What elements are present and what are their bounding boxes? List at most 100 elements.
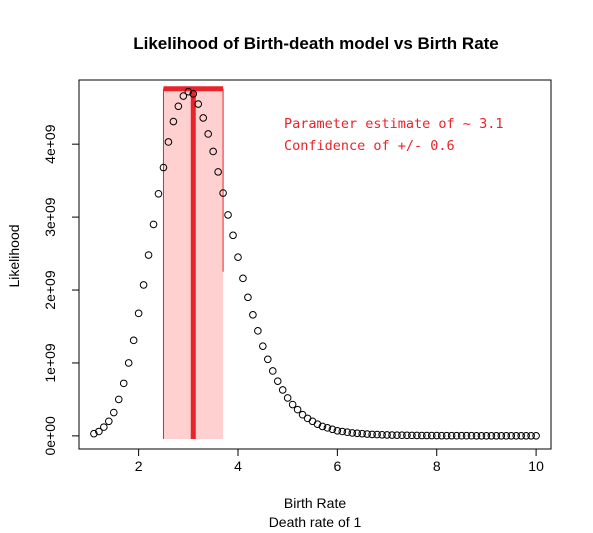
data-point xyxy=(383,431,391,439)
data-point xyxy=(214,168,222,176)
data-point xyxy=(298,410,307,419)
data-point xyxy=(189,90,198,98)
data-point xyxy=(229,231,237,240)
data-point xyxy=(507,432,516,440)
data-point xyxy=(393,431,401,439)
data-point xyxy=(388,431,396,439)
data-point xyxy=(482,432,491,440)
data-point xyxy=(418,431,426,440)
likelihood-points xyxy=(90,87,540,440)
data-point xyxy=(358,429,367,438)
data-point xyxy=(517,432,525,440)
data-point xyxy=(427,431,436,440)
confidence-annotation: Confidence of +/- 0.6 xyxy=(284,138,455,154)
y-axis-label: Likelihood xyxy=(6,224,22,287)
estimate-annotation: Parameter estimate of ~ 3.1 xyxy=(284,116,503,132)
data-point xyxy=(378,430,386,439)
y-tick-label: 4e+09 xyxy=(42,124,58,164)
x-axis-sublabel: Death rate of 1 xyxy=(269,514,362,530)
data-point xyxy=(119,379,128,388)
y-tick-label: 0e+00 xyxy=(42,416,58,456)
data-point xyxy=(442,431,451,440)
chart-title: Likelihood of Birth-death model vs Birth… xyxy=(133,34,499,53)
data-point xyxy=(109,408,118,417)
data-point xyxy=(174,102,183,111)
data-point xyxy=(259,342,267,350)
data-point xyxy=(522,432,530,440)
data-point xyxy=(527,432,535,440)
data-point xyxy=(333,426,342,435)
data-point xyxy=(129,336,138,345)
data-point xyxy=(209,147,217,156)
data-point xyxy=(467,431,476,440)
data-point xyxy=(224,211,232,219)
data-point xyxy=(234,253,242,262)
data-point xyxy=(134,309,143,318)
x-tick-label: 4 xyxy=(234,458,242,474)
data-point xyxy=(477,432,486,440)
x-tick-label: 6 xyxy=(333,458,341,474)
data-point xyxy=(164,138,173,146)
data-point xyxy=(283,394,292,402)
data-point xyxy=(422,431,431,440)
data-point xyxy=(308,417,317,426)
data-point xyxy=(447,431,456,440)
data-point xyxy=(154,189,163,198)
data-point xyxy=(457,431,466,440)
data-point xyxy=(318,422,327,431)
y-tick-label: 1e+09 xyxy=(42,343,58,383)
x-axis: 2 4 6 8 10 xyxy=(135,448,544,474)
data-point xyxy=(532,432,540,440)
data-point xyxy=(219,189,227,197)
data-point xyxy=(278,386,287,394)
x-tick-label: 8 xyxy=(433,458,441,474)
data-point xyxy=(288,400,297,409)
x-tick-label: 2 xyxy=(135,458,143,474)
data-point xyxy=(159,163,168,172)
confidence-band xyxy=(162,86,224,440)
data-point xyxy=(169,117,178,126)
data-point xyxy=(149,220,158,229)
data-point xyxy=(512,432,521,440)
x-tick-label: 10 xyxy=(528,458,544,474)
data-point xyxy=(373,430,381,439)
data-point xyxy=(328,425,337,434)
data-point xyxy=(413,431,421,440)
data-point xyxy=(244,293,252,302)
data-point xyxy=(184,87,193,96)
data-point xyxy=(363,430,371,438)
data-point xyxy=(199,114,208,122)
data-point xyxy=(348,429,357,437)
data-point xyxy=(179,92,188,100)
data-point xyxy=(264,355,272,364)
data-point xyxy=(432,431,441,440)
data-point xyxy=(100,423,108,431)
data-point xyxy=(144,251,153,259)
plot-frame xyxy=(78,79,552,450)
data-point xyxy=(194,100,203,108)
data-point xyxy=(462,431,471,440)
data-point xyxy=(408,431,416,440)
data-point xyxy=(497,432,506,440)
data-point xyxy=(124,359,133,367)
data-point xyxy=(254,327,262,335)
data-point xyxy=(303,414,312,423)
data-point xyxy=(343,428,352,437)
data-point xyxy=(353,429,362,438)
y-tick-label: 3e+09 xyxy=(42,197,58,237)
x-axis-label: Birth Rate xyxy=(284,495,346,511)
data-point xyxy=(502,432,511,440)
data-point xyxy=(368,430,376,439)
data-point xyxy=(487,432,496,440)
data-point xyxy=(239,274,247,283)
data-point xyxy=(452,431,461,440)
data-point xyxy=(323,424,332,432)
data-point xyxy=(313,420,322,429)
data-point xyxy=(268,367,277,375)
data-point xyxy=(472,432,481,440)
data-point xyxy=(95,427,103,436)
data-point xyxy=(398,431,406,440)
data-point xyxy=(403,431,411,440)
data-point xyxy=(273,377,282,385)
